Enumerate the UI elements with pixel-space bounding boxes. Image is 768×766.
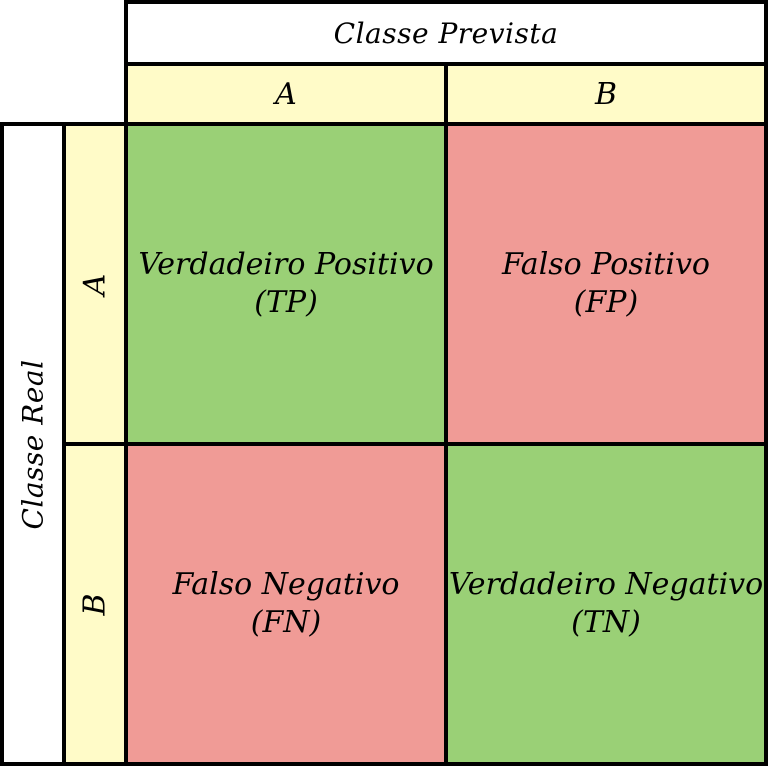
actual-class-title: Classe Real [16, 358, 50, 530]
actual-class-a-header: A [62, 122, 128, 446]
predicted-class-header: Classe Prevista [124, 0, 768, 66]
false-negative-name: Falso Negativo [172, 567, 400, 602]
false-negative-abbr: (FN) [250, 605, 322, 640]
actual-class-b-label: B [77, 592, 113, 616]
actual-class-b-header: B [62, 442, 128, 766]
predicted-class-a-header: A [124, 62, 448, 126]
true-positive-name: Verdadeiro Positivo [138, 247, 434, 282]
predicted-class-b-label: B [594, 76, 618, 112]
predicted-class-a-label: A [275, 76, 297, 112]
true-positive-abbr: (TP) [254, 285, 318, 320]
predicted-class-b-header: B [444, 62, 768, 126]
false-negative-cell: Falso Negativo (FN) [124, 442, 448, 766]
predicted-class-title: Classe Prevista [333, 16, 559, 50]
false-positive-name: Falso Positivo [502, 247, 710, 282]
true-negative-cell: Verdadeiro Negativo (TN) [444, 442, 768, 766]
true-negative-name: Verdadeiro Negativo [448, 567, 764, 602]
actual-class-header: Classe Real [0, 122, 66, 766]
true-positive-cell: Verdadeiro Positivo (TP) [124, 122, 448, 446]
false-positive-cell: Falso Positivo (FP) [444, 122, 768, 446]
true-negative-abbr: (TN) [571, 605, 641, 640]
false-positive-abbr: (FP) [573, 285, 639, 320]
actual-class-a-label: A [77, 273, 113, 295]
